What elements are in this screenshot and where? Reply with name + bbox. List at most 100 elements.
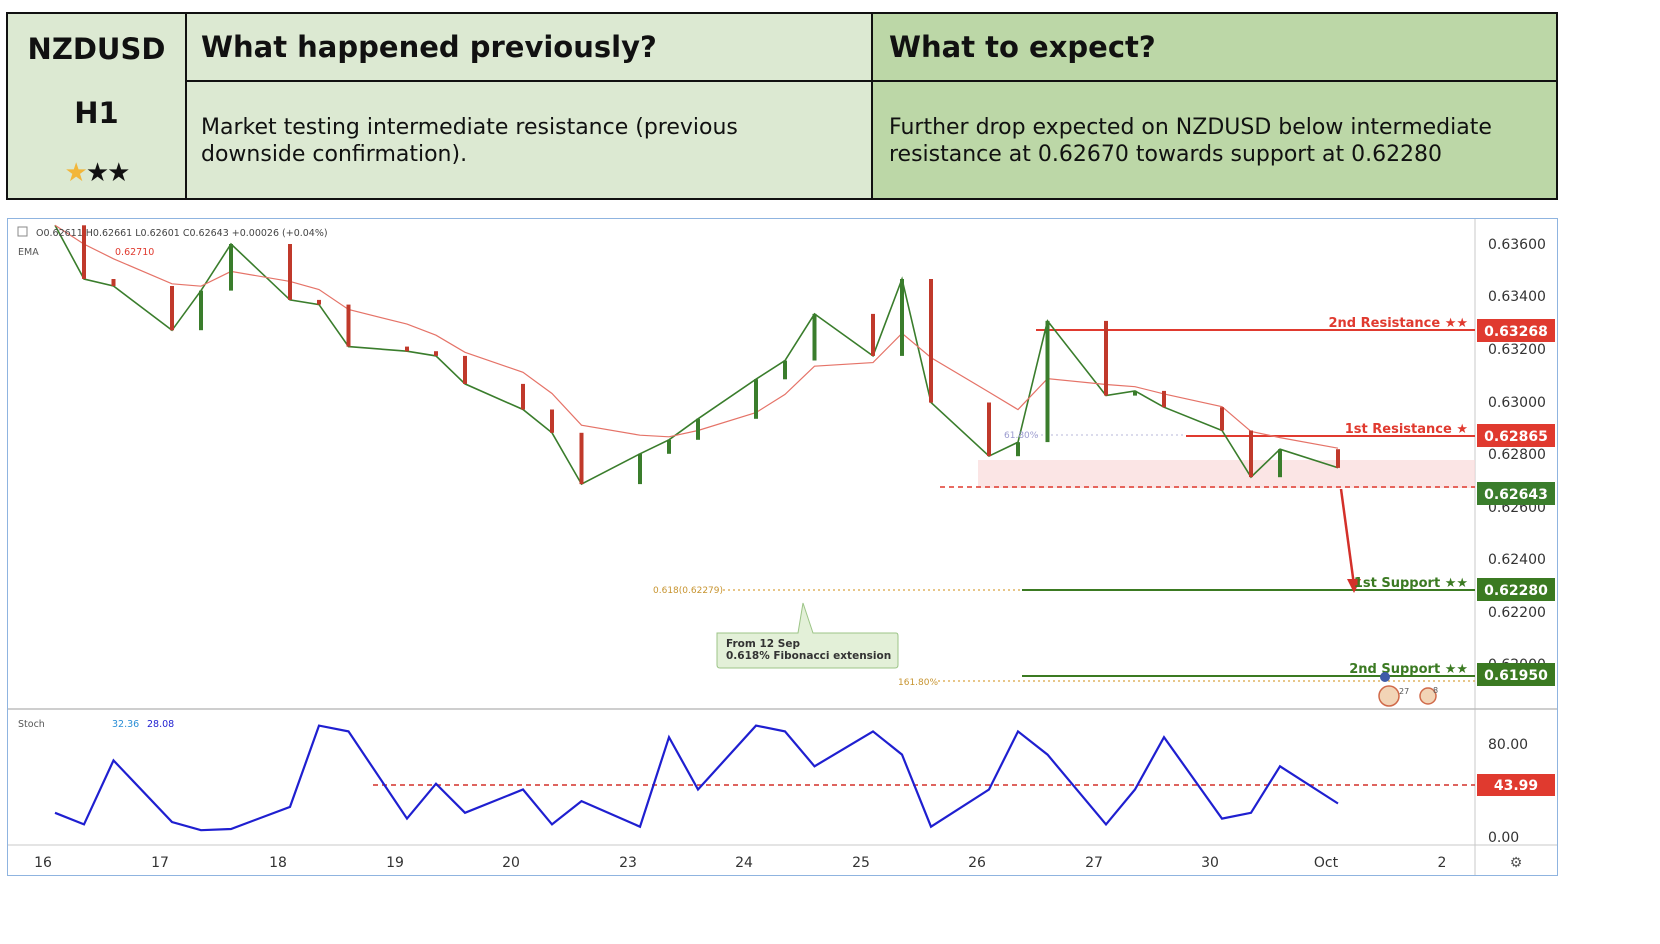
star-icon: ★ [64, 158, 88, 188]
arrowhead-icon [1347, 579, 1361, 593]
chart-svg[interactable]: 2nd Resistance ★★ 1st Resistance ★ 1st S… [8, 219, 1557, 875]
time-tick: 26 [968, 855, 986, 871]
candle [170, 286, 174, 331]
symbol-cell: NZDUSD H1 ★★★ [8, 14, 187, 198]
time-tick: 25 [852, 855, 870, 871]
resistance-1-label: 1st Resistance ★ [1345, 422, 1468, 437]
price-tick: 0.63000 [1488, 395, 1546, 411]
ohlc-readout: O0.62611 H0.62661 L0.62601 C0.62643 +0.0… [36, 228, 328, 239]
time-axis[interactable]: 16 17 18 19 20 23 24 25 26 27 30 Oct 2 [34, 855, 1446, 871]
ema-legend-value: 0.62710 [115, 247, 154, 258]
candle [346, 304, 351, 347]
callout-line-1: From 12 Sep [726, 638, 800, 650]
candle [1278, 449, 1282, 478]
support-2-label: 2nd Support ★★ [1349, 662, 1468, 677]
time-tick: 2 [1438, 855, 1447, 871]
event-count-2: 8 [1433, 686, 1438, 695]
resistance-1-badge: 0.62865 [1484, 429, 1548, 445]
candle [696, 418, 700, 440]
support-1-badge: 0.62280 [1484, 583, 1548, 599]
collapse-icon[interactable] [17, 226, 28, 237]
candle [1104, 320, 1108, 396]
candle [434, 351, 438, 356]
us-flag-icon[interactable] [1378, 685, 1400, 707]
candle [82, 225, 86, 279]
price-line [54, 224, 1339, 486]
time-tick: 18 [269, 855, 287, 871]
previous-cell: What happened previously? Market testing… [185, 14, 873, 198]
support-2-badge: 0.61950 [1484, 668, 1548, 684]
candle [987, 402, 991, 457]
time-tick: 30 [1201, 855, 1219, 871]
candle [900, 279, 904, 356]
candle [1220, 407, 1224, 431]
current-price-badge: 0.62643 [1484, 487, 1548, 503]
rating-stars: ★★★ [8, 158, 185, 188]
candle [929, 279, 933, 403]
gear-icon[interactable]: ⚙ [1510, 855, 1523, 871]
stoch-line [54, 724, 1339, 832]
candle [1016, 442, 1020, 457]
expect-text: Further drop expected on NZDUSD below in… [889, 115, 1492, 167]
candle [199, 290, 203, 331]
candle [1249, 430, 1253, 478]
timeframe-label: H1 [74, 96, 119, 130]
time-tick: Oct [1314, 855, 1339, 871]
candle [754, 379, 758, 419]
resistance-zone [978, 460, 1475, 488]
nz-flag-icon[interactable] [1380, 672, 1390, 682]
price-chart[interactable]: 2nd Resistance ★★ 1st Resistance ★ 1st S… [7, 218, 1558, 876]
stoch-tick: 80.00 [1488, 737, 1528, 753]
price-tick: 0.62200 [1488, 605, 1546, 621]
expect-heading: What to expect? [889, 30, 1156, 64]
fib-extension-label: 0.618(0.62279) [653, 586, 723, 596]
stoch-level-badge: 43.99 [1494, 778, 1538, 794]
stoch-tick: 0.00 [1488, 830, 1519, 846]
time-tick: 24 [735, 855, 753, 871]
candle [1133, 390, 1137, 396]
candle [638, 453, 642, 485]
support-1-label: 1st Support ★★ [1354, 576, 1468, 591]
time-tick: 23 [619, 855, 637, 871]
price-badges: 0.63268 0.62865 0.62643 0.62280 0.61950 [1477, 319, 1555, 686]
resistance-2-label: 2nd Resistance ★★ [1329, 316, 1469, 331]
candle [812, 313, 817, 361]
time-tick: 20 [502, 855, 520, 871]
candle [229, 244, 233, 291]
candle [783, 360, 787, 380]
previous-text: Market testing intermediate resistance (… [201, 115, 738, 167]
stoch-d-value: 28.08 [147, 719, 174, 730]
event-count-1: 27 [1399, 687, 1409, 696]
ema-line [54, 224, 1339, 449]
ema-legend-label[interactable]: EMA [18, 247, 39, 258]
chart-legend[interactable]: O0.62611 H0.62661 L0.62601 C0.62643 +0.0… [17, 226, 328, 730]
price-tick: 0.63600 [1488, 237, 1546, 253]
forecast-arrow [1339, 488, 1356, 586]
stoch-k-value: 32.36 [112, 719, 139, 730]
candle [317, 299, 321, 305]
price-tick: 0.62400 [1488, 552, 1546, 568]
price-tick: 0.63200 [1488, 342, 1546, 358]
symbol-label: NZDUSD [27, 32, 166, 66]
us-flag-icon[interactable] [1419, 687, 1437, 705]
time-tick: 27 [1085, 855, 1103, 871]
candle [1162, 390, 1166, 408]
candle [579, 432, 584, 485]
candle [1336, 449, 1340, 468]
candle [111, 279, 116, 286]
candle [288, 244, 292, 300]
candle [521, 383, 525, 410]
candle [550, 409, 554, 433]
candle [871, 313, 875, 356]
price-tick: 0.62800 [1488, 447, 1546, 463]
candle [463, 355, 467, 384]
price-axis[interactable]: 0.63600 0.63400 0.63200 0.63000 0.62800 … [1488, 237, 1546, 673]
stoch-legend-label[interactable]: Stoch [18, 719, 45, 730]
candle [405, 346, 409, 352]
fib-618-label: 61.80% [1004, 431, 1039, 441]
fibonacci-callout: From 12 Sep 0.618% Fibonacci extension [716, 602, 899, 669]
fib-161-label: 161.80% [898, 678, 938, 688]
event-icons[interactable]: 27 8 [1378, 672, 1438, 707]
price-tick: 0.63400 [1488, 289, 1546, 305]
candles [82, 225, 1340, 485]
